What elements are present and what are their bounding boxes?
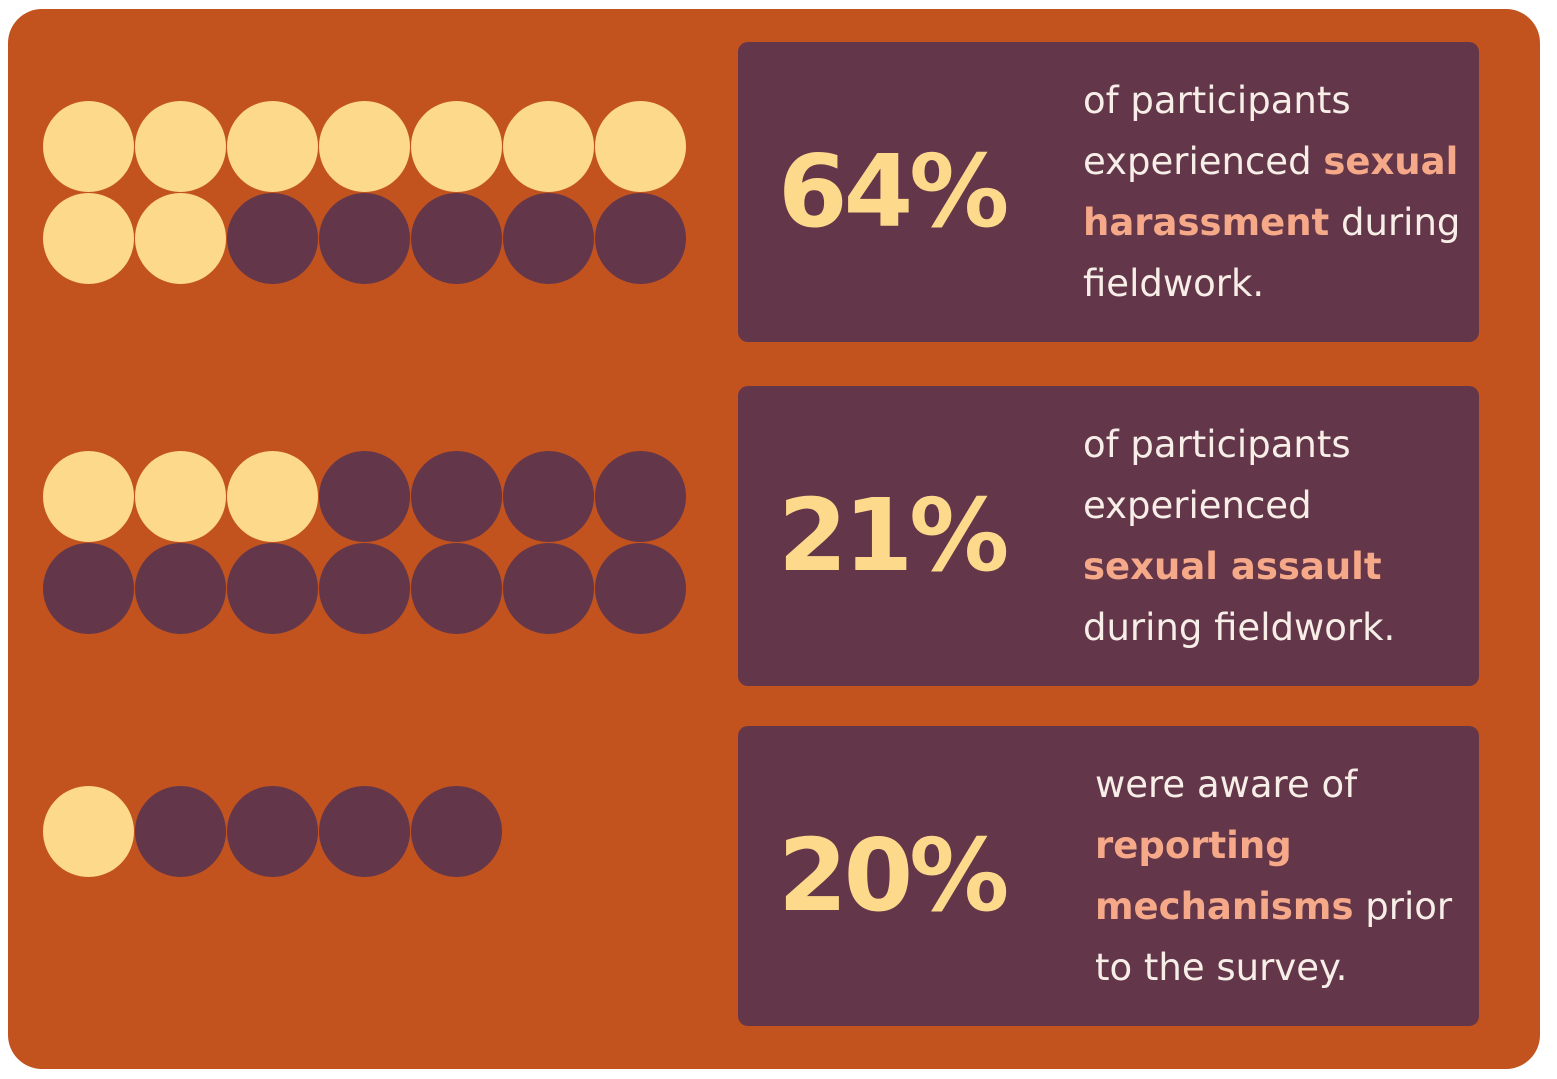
dot-empty <box>503 543 594 634</box>
description-text: during fieldwork. <box>1083 201 1461 305</box>
dot-filled <box>43 101 134 192</box>
dot-grid-assault <box>43 451 687 635</box>
dot-filled <box>411 101 502 192</box>
description-text: during fieldwork. <box>1083 606 1396 649</box>
dot-empty <box>411 543 502 634</box>
description-text: of participants experienced <box>1083 79 1351 183</box>
description-text: prior to the survey. <box>1095 885 1453 989</box>
dot-filled <box>227 451 318 542</box>
dot-empty <box>319 451 410 542</box>
dot-filled <box>135 451 226 542</box>
dot-filled <box>43 786 134 877</box>
dot-filled <box>227 101 318 192</box>
dot-empty <box>411 451 502 542</box>
stat-description: of participants experienced sexual haras… <box>1083 70 1473 314</box>
stat-panel-reporting: 20% were aware of reporting mechanisms p… <box>738 726 1479 1026</box>
stat-panel-harassment: 64% of participants experienced sexual h… <box>738 42 1479 342</box>
dot-empty <box>227 786 318 877</box>
description-text: were aware of <box>1095 763 1358 806</box>
dot-filled <box>135 101 226 192</box>
dot-empty <box>319 193 410 284</box>
dot-empty <box>595 451 686 542</box>
dot-filled <box>43 451 134 542</box>
percent-value: 20% <box>778 817 1009 934</box>
dot-grid-reporting <box>43 786 687 878</box>
description-highlight: sexual assault <box>1083 545 1382 588</box>
dot-empty <box>411 786 502 877</box>
dot-empty <box>43 543 134 634</box>
dot-empty <box>319 543 410 634</box>
stat-description: of participants experienced sexual assau… <box>1083 414 1443 658</box>
dot-filled <box>319 101 410 192</box>
dot-filled <box>43 193 134 284</box>
dot-empty <box>135 543 226 634</box>
percent-value: 21% <box>778 477 1009 594</box>
dot-filled <box>135 193 226 284</box>
dot-empty <box>503 193 594 284</box>
dot-empty <box>503 451 594 542</box>
description-text: of participants experienced <box>1083 423 1351 527</box>
dot-filled <box>595 101 686 192</box>
dot-empty <box>135 786 226 877</box>
infographic-card: 64% of participants experienced sexual h… <box>8 9 1540 1069</box>
dot-empty <box>411 193 502 284</box>
stat-panel-assault: 21% of participants experienced sexual a… <box>738 386 1479 686</box>
description-highlight: reporting mechanisms <box>1095 824 1354 928</box>
dot-empty <box>227 543 318 634</box>
dot-empty <box>595 543 686 634</box>
stat-description: were aware of reporting mechanisms prior… <box>1095 754 1465 998</box>
dot-grid-harassment <box>43 101 687 285</box>
dot-empty <box>319 786 410 877</box>
dot-filled <box>503 101 594 192</box>
dot-empty <box>595 193 686 284</box>
percent-value: 64% <box>778 133 1009 250</box>
description-highlight: sexual harassment <box>1083 140 1459 244</box>
dot-empty <box>227 193 318 284</box>
